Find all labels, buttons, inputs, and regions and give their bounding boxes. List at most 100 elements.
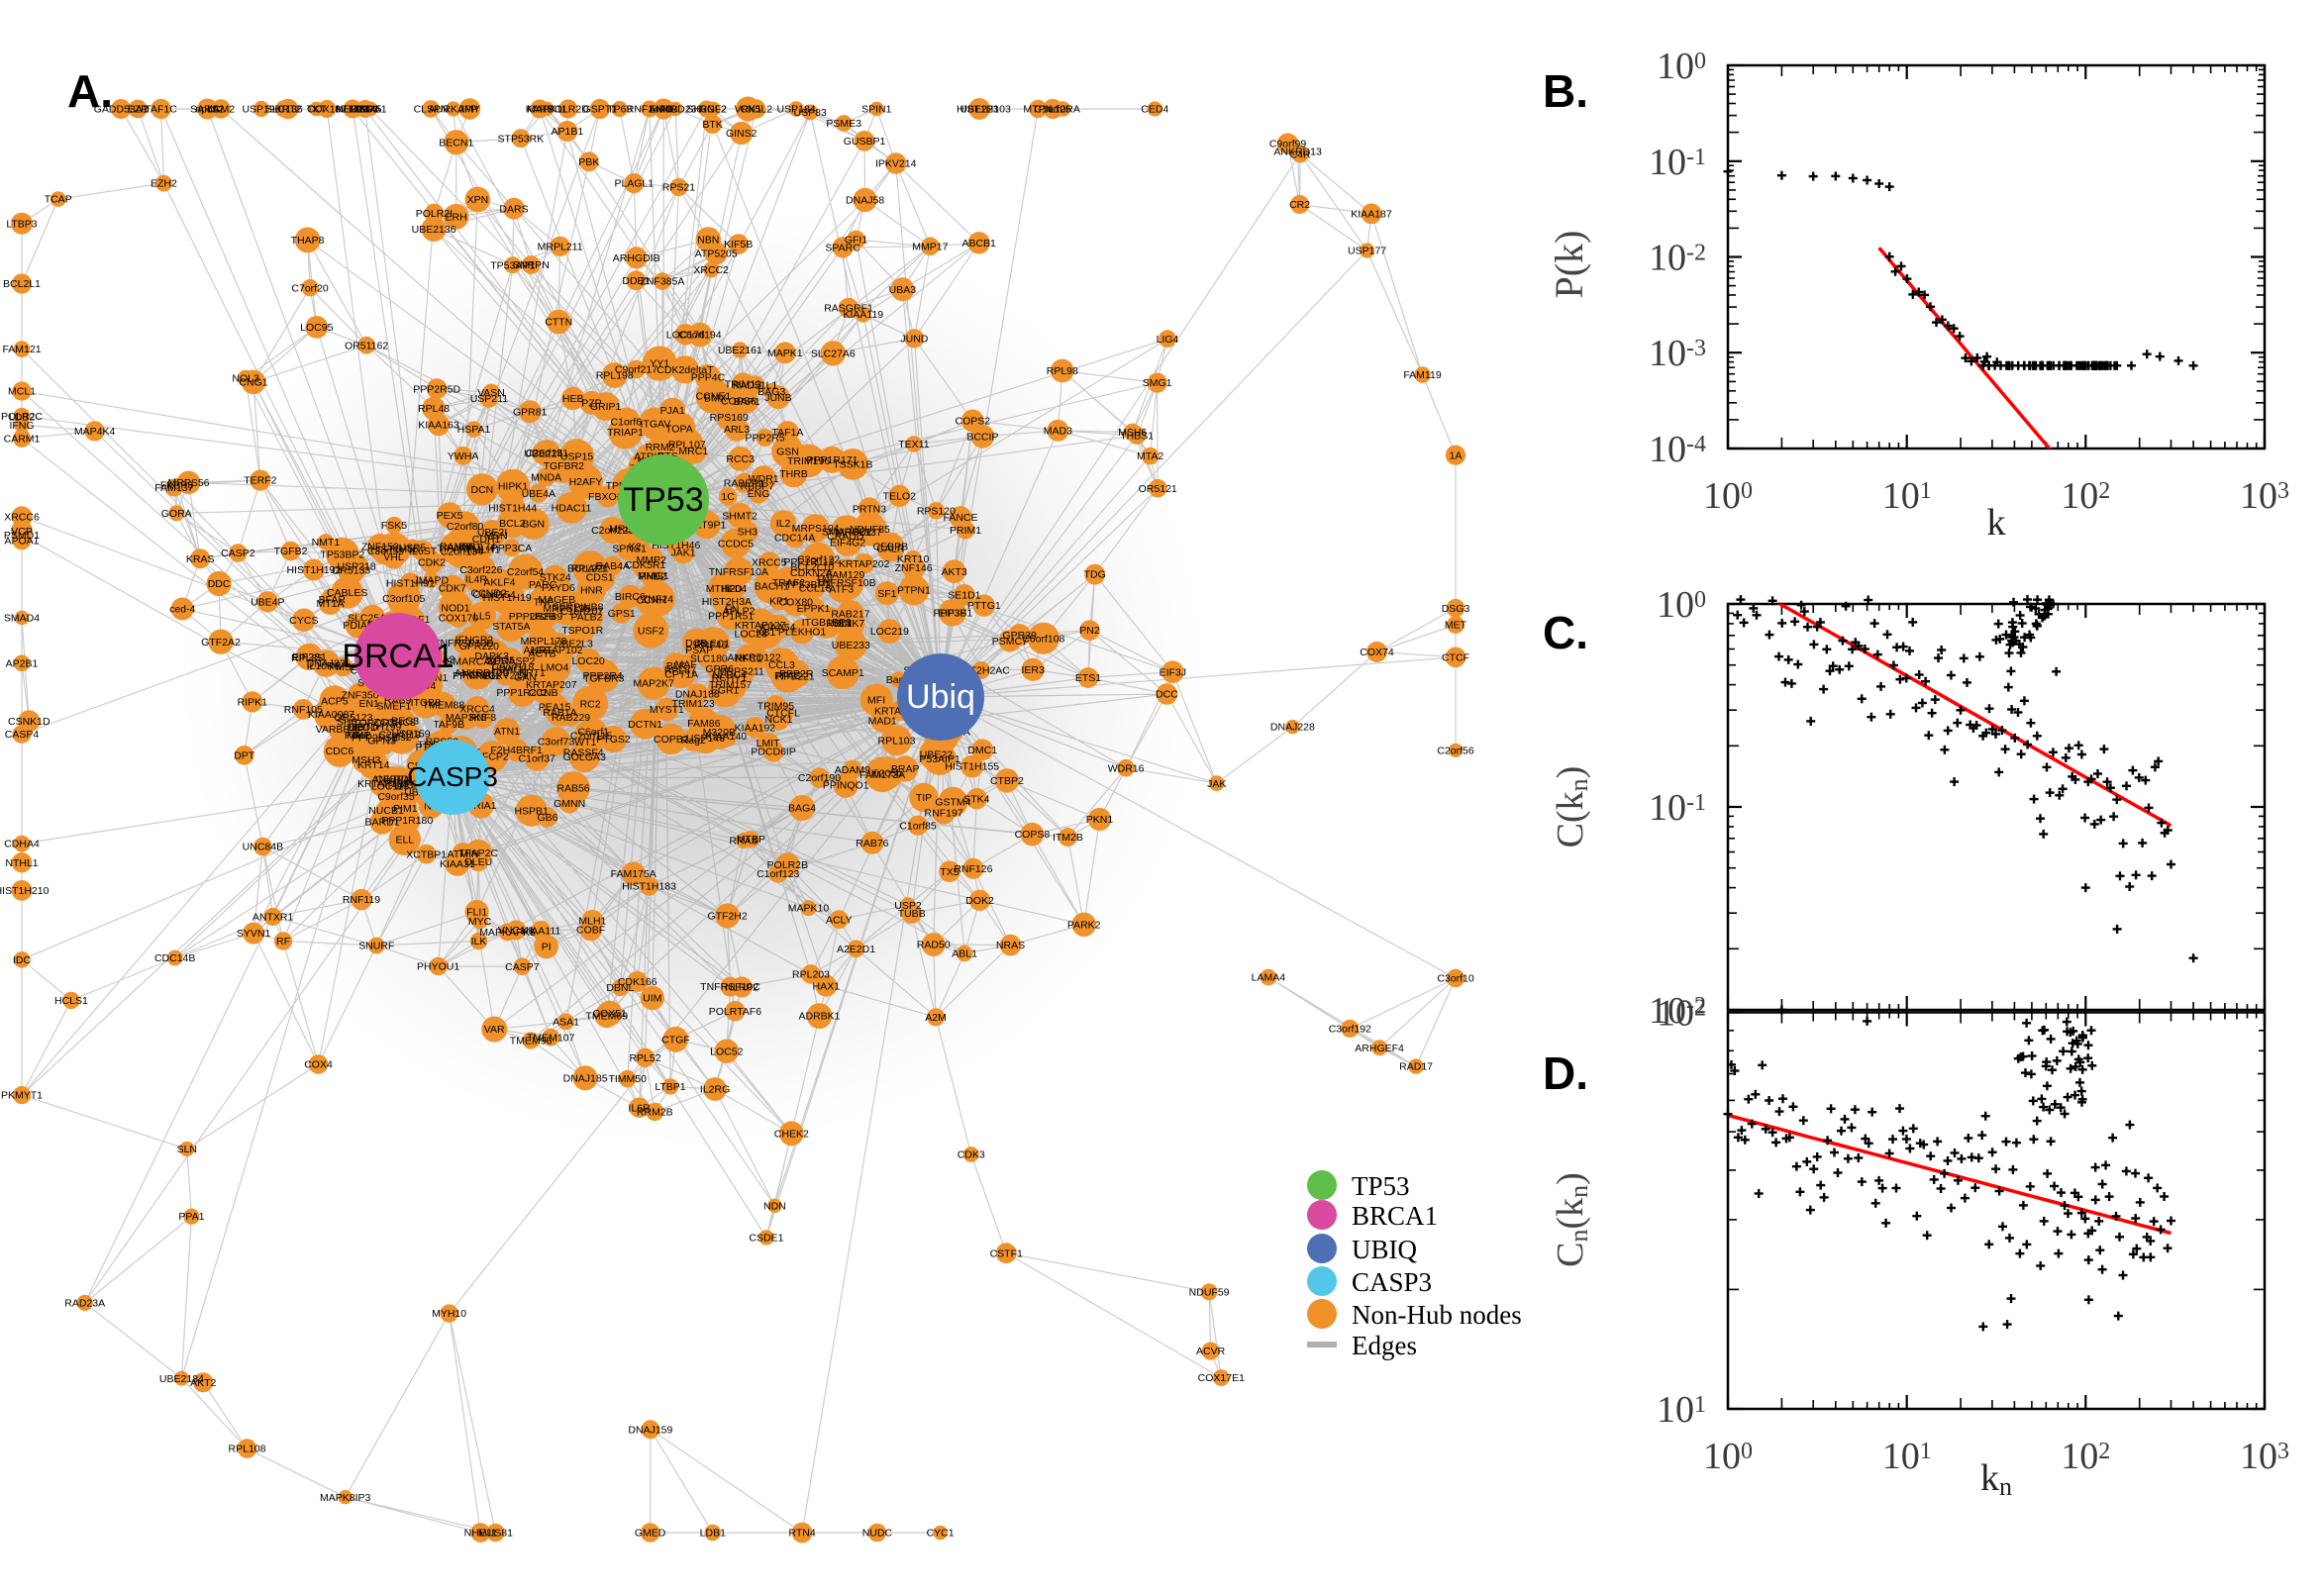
svg-text:PARK2: PARK2 xyxy=(1067,919,1101,931)
svg-text:TIP: TIP xyxy=(916,792,932,804)
svg-text:PSAP: PSAP xyxy=(685,645,713,656)
svg-text:C1orf37: C1orf37 xyxy=(519,753,556,765)
svg-text:CARM1: CARM1 xyxy=(4,433,41,445)
svg-text:COX4: COX4 xyxy=(304,1059,333,1071)
svg-text:RPL85: RPL85 xyxy=(291,652,323,664)
svg-text:k: k xyxy=(1987,502,2006,544)
svg-text:SNK7: SNK7 xyxy=(838,618,865,630)
svg-text:ERH: ERH xyxy=(446,211,467,223)
svg-text:RPS21: RPS21 xyxy=(662,182,695,194)
svg-text:LIG4: LIG4 xyxy=(1157,334,1179,346)
svg-text:EZH2: EZH2 xyxy=(151,178,177,190)
svg-text:TGFB2: TGFB2 xyxy=(274,546,308,557)
svg-text:RIPK1: RIPK1 xyxy=(238,697,268,709)
svg-text:Edges: Edges xyxy=(1352,1331,1417,1360)
svg-text:BLK: BLK xyxy=(666,660,686,672)
svg-text:NBN: NBN xyxy=(697,235,719,247)
svg-text:ABCB1: ABCB1 xyxy=(961,238,996,249)
svg-text:XRCC5: XRCC5 xyxy=(752,557,787,569)
svg-text:1A: 1A xyxy=(1450,449,1463,461)
svg-text:MET: MET xyxy=(1445,620,1467,632)
svg-text:RCC3: RCC3 xyxy=(726,453,755,465)
svg-text:A2M: A2M xyxy=(925,1012,947,1024)
svg-text:CDH1: CDH1 xyxy=(472,534,501,546)
svg-text:KIAA163: KIAA163 xyxy=(418,420,459,432)
svg-text:CDK3: CDK3 xyxy=(958,1149,985,1161)
svg-text:PHB2: PHB2 xyxy=(639,571,666,583)
svg-text:HDAC11: HDAC11 xyxy=(552,502,592,514)
svg-text:RASSF4: RASSF4 xyxy=(563,747,604,758)
svg-text:RNF197: RNF197 xyxy=(925,807,963,819)
svg-text:A2E2D1: A2E2D1 xyxy=(837,944,875,955)
svg-text:PPP1R171: PPP1R171 xyxy=(807,454,858,466)
svg-text:NOL3: NOL3 xyxy=(232,373,259,385)
svg-text:SMAD4: SMAD4 xyxy=(4,613,40,625)
svg-text:TRIAP1: TRIAP1 xyxy=(607,427,644,439)
svg-text:PPP1R113: PPP1R113 xyxy=(783,556,834,568)
svg-text:PSME3: PSME3 xyxy=(826,118,861,130)
svg-text:HIST1H19: HIST1H19 xyxy=(483,592,532,604)
svg-text:TCAP: TCAP xyxy=(45,194,72,206)
svg-text:BCCIP: BCCIP xyxy=(966,431,998,443)
svg-text:PPINQO1: PPINQO1 xyxy=(823,780,869,792)
svg-text:NHEJ1: NHEJ1 xyxy=(464,1528,497,1540)
svg-text:IL2RG: IL2RG xyxy=(700,1084,730,1096)
svg-text:PSMD1: PSMD1 xyxy=(4,530,40,542)
svg-text:SMG1: SMG1 xyxy=(1143,377,1172,389)
svg-text:OR5133: OR5133 xyxy=(332,565,370,577)
svg-text:BECN1: BECN1 xyxy=(439,137,473,149)
svg-text:PPP2R: PPP2R xyxy=(779,668,814,680)
svg-text:DOK2: DOK2 xyxy=(965,895,994,907)
svg-text:NTHL1: NTHL1 xyxy=(5,857,38,869)
svg-text:BRCA1: BRCA1 xyxy=(1352,1201,1438,1231)
svg-text:GPR81: GPR81 xyxy=(513,406,548,418)
svg-text:PLAGL1: PLAGL1 xyxy=(614,178,654,190)
svg-text:FKBP8: FKBP8 xyxy=(160,480,193,492)
svg-text:APLP2: APLP2 xyxy=(723,605,756,617)
svg-text:RAB56: RAB56 xyxy=(556,783,589,795)
svg-text:MYC: MYC xyxy=(468,916,492,928)
svg-text:TKT: TKT xyxy=(307,104,327,116)
svg-text:MMP17: MMP17 xyxy=(912,241,948,252)
svg-text:HSPA1: HSPA1 xyxy=(457,424,491,436)
svg-text:USF2: USF2 xyxy=(638,625,664,637)
svg-text:LAMA4: LAMA4 xyxy=(1252,972,1286,984)
svg-text:CDK2: CDK2 xyxy=(418,556,446,568)
svg-text:DNAJ185: DNAJ185 xyxy=(563,1072,608,1084)
svg-text:C3orf10: C3orf10 xyxy=(1437,973,1474,985)
svg-text:CYC1: CYC1 xyxy=(927,1528,955,1540)
svg-text:PSMC7: PSMC7 xyxy=(992,636,1028,648)
svg-text:PRIM1: PRIM1 xyxy=(950,525,981,537)
svg-text:USP177: USP177 xyxy=(1348,246,1386,257)
svg-text:DDC: DDC xyxy=(208,578,231,590)
svg-text:Non-Hub nodes: Non-Hub nodes xyxy=(1352,1300,1522,1330)
svg-text:MSH3: MSH3 xyxy=(352,754,380,766)
svg-text:ZCCHC8: ZCCHC8 xyxy=(373,717,416,729)
svg-text:SLN: SLN xyxy=(177,1144,197,1155)
svg-text:Ubiq: Ubiq xyxy=(906,678,975,716)
svg-text:TELO2: TELO2 xyxy=(883,491,916,503)
svg-text:PPP2R5E: PPP2R5E xyxy=(352,733,398,745)
svg-text:C3orf105: C3orf105 xyxy=(382,593,425,605)
svg-text:1C: 1C xyxy=(721,491,735,503)
svg-text:RNF8: RNF8 xyxy=(469,712,497,724)
svg-text:TP53BP2: TP53BP2 xyxy=(320,549,364,560)
svg-text:OR5121: OR5121 xyxy=(1139,483,1177,495)
svg-text:GPR6: GPR6 xyxy=(705,663,734,675)
svg-text:MAPKAPK5: MAPKAPK5 xyxy=(479,927,536,939)
svg-text:H2AFY: H2AFY xyxy=(569,476,603,488)
svg-text:AKT3: AKT3 xyxy=(941,566,966,578)
svg-text:KB1: KB1 xyxy=(756,627,775,639)
svg-text:CTTN: CTTN xyxy=(545,317,572,329)
svg-text:CCNH: CCNH xyxy=(637,595,666,607)
svg-text:GPS1: GPS1 xyxy=(608,608,636,620)
svg-text:RPL221: RPL221 xyxy=(571,563,609,575)
svg-text:BACH1: BACH1 xyxy=(755,581,789,593)
svg-text:GRIP1: GRIP1 xyxy=(590,401,622,413)
svg-text:ASA1: ASA1 xyxy=(553,1017,579,1029)
svg-text:TMEM107: TMEM107 xyxy=(527,1032,575,1044)
svg-text:CR2: CR2 xyxy=(1289,199,1310,211)
svg-text:P(k): P(k) xyxy=(1547,231,1591,299)
svg-text:ANTXR1: ANTXR1 xyxy=(252,912,294,924)
svg-text:TDG: TDG xyxy=(1084,569,1106,581)
